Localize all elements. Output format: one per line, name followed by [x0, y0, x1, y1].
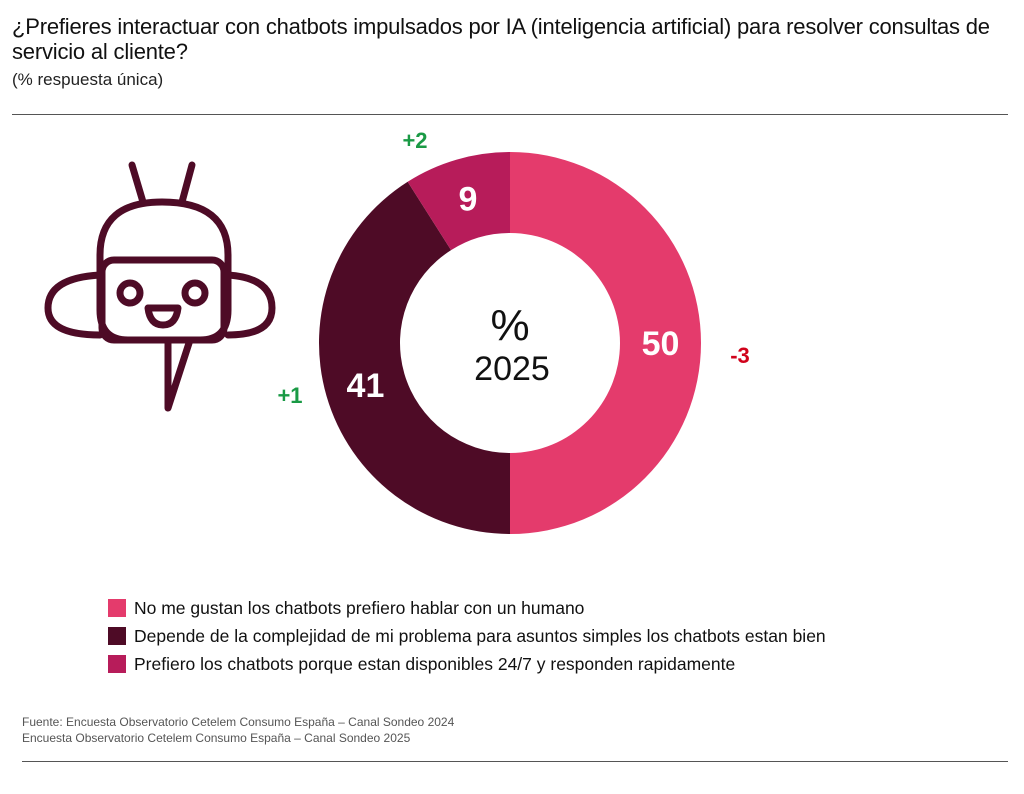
center-percent-symbol: %: [490, 301, 529, 350]
robot-face: [98, 256, 228, 344]
ear-right: [224, 271, 276, 339]
chart-title: ¿Prefieres interactuar con chatbots impu…: [12, 14, 990, 64]
slice-change-label: +1: [277, 383, 302, 408]
legend-label: Prefiero los chatbots porque estan dispo…: [134, 653, 736, 674]
bottom-divider: [22, 761, 1008, 762]
legend-label: Depende de la complejidad de mi problema…: [134, 625, 826, 646]
source-line: Encuesta Observatorio Cetelem Consumo Es…: [22, 731, 411, 745]
slice-value-label: 50: [642, 325, 680, 363]
slice-value-label: 9: [459, 180, 478, 218]
legend-item: No me gustan los chatbots prefiero habla…: [108, 594, 826, 622]
donut-slice: [318, 181, 510, 535]
center-year-label: 2025: [474, 350, 550, 388]
eye-left: [116, 279, 144, 307]
chart-subtitle: (% respuesta única): [12, 70, 164, 89]
chatbot-robot-icon: [44, 161, 276, 412]
donut-slice: [407, 152, 510, 251]
legend-swatch: [108, 627, 126, 645]
chart-legend: No me gustan los chatbots prefiero habla…: [108, 594, 826, 678]
slice-change-label: +2: [402, 128, 427, 153]
legend-item: Prefiero los chatbots porque estan dispo…: [108, 650, 826, 678]
legend-item: Depende de la complejidad de mi problema…: [108, 622, 826, 650]
mouth: [144, 304, 182, 329]
source-note: Fuente: Encuesta Observatorio Cetelem Co…: [22, 714, 454, 746]
legend-swatch: [108, 655, 126, 673]
legend-label: No me gustan los chatbots prefiero habla…: [134, 597, 585, 618]
eye-right: [181, 279, 209, 307]
slice-value-label: 41: [347, 367, 385, 405]
antenna-left: [128, 161, 147, 206]
ear-left: [44, 271, 104, 339]
slice-change-label: -3: [730, 343, 750, 368]
source-line: Fuente: Encuesta Observatorio Cetelem Co…: [22, 715, 455, 729]
donut-slice: [510, 152, 701, 534]
legend-swatch: [108, 599, 126, 617]
top-divider: [12, 114, 1008, 115]
antenna-right: [178, 161, 196, 206]
